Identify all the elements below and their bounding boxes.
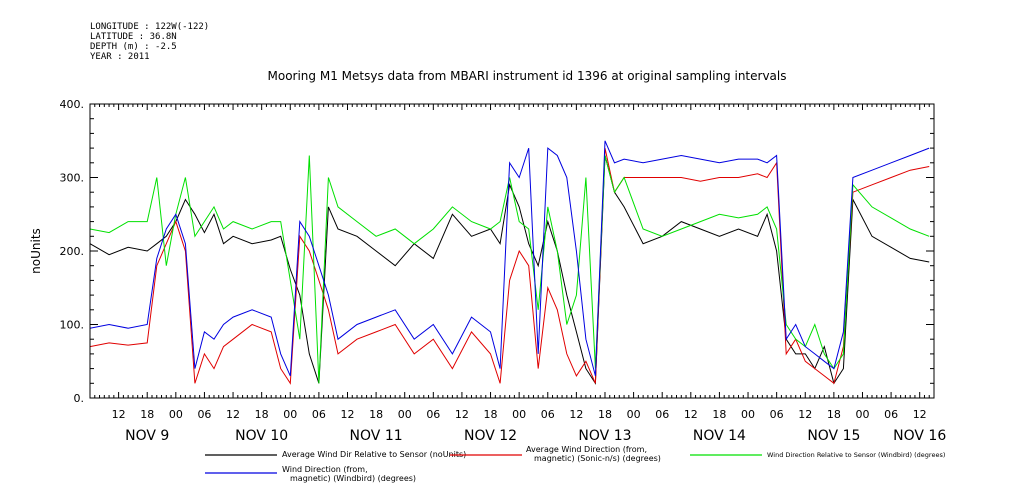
x-hour-label: 12 [913,408,927,421]
legend-label-2: Wind Direction Relative to Sensor (Windb… [767,451,945,459]
x-hour-label: 06 [655,408,669,421]
legend-label-3: Wind Direction (from, magnetic) (Windbird… [282,465,416,483]
y-tick-label: 300. [60,172,85,185]
x-hour-label: 00 [398,408,412,421]
x-day-label: NOV 9 [125,428,169,444]
metadata-block: LONGITUDE : 122W(-122) LATITUDE : 36.8N … [90,22,209,62]
y-tick-label: 200. [60,245,85,258]
x-hour-label: 00 [283,408,297,421]
x-hour-label: 12 [684,408,698,421]
x-hour-label: 12 [798,408,812,421]
x-hour-label: 18 [140,408,154,421]
x-hour-label: 00 [512,408,526,421]
x-hour-label: 18 [255,408,269,421]
x-hour-label: 06 [541,408,555,421]
y-tick-label: 0. [74,392,85,405]
series-line-3 [89,140,930,377]
x-day-label: NOV 14 [693,428,746,444]
x-hour-label: 18 [598,408,612,421]
x-hour-label: 06 [312,408,326,421]
plot-frame [89,103,935,399]
x-hour-label: 00 [169,408,183,421]
series-line-0 [89,155,930,385]
x-hour-label: 00 [855,408,869,421]
x-day-label: NOV 11 [350,428,403,444]
x-day-label: NOV 12 [464,428,517,444]
x-hour-label: 12 [226,408,240,421]
x-hour-label: 00 [627,408,641,421]
legend-label-0: Average Wind Dir Relative to Sensor (noU… [282,450,466,459]
depth-text: DEPTH (m) : -2.5 [90,42,177,52]
y-tick-label: 400. [60,98,85,111]
y-tick-label: 100. [60,319,85,332]
x-day-label: NOV 13 [578,428,631,444]
x-day-label: NOV 10 [235,428,288,444]
x-hour-label: 06 [197,408,211,421]
x-hour-label: 12 [340,408,354,421]
x-day-label: NOV 15 [807,428,860,444]
x-hour-label: 06 [884,408,898,421]
year-text: YEAR : 2011 [90,52,150,62]
x-hour-label: 18 [484,408,498,421]
x-hour-label: 18 [712,408,726,421]
x-hour-label: 12 [569,408,583,421]
x-hour-label: 18 [827,408,841,421]
x-hour-label: 18 [369,408,383,421]
x-hour-label: 06 [770,408,784,421]
x-hour-label: 00 [741,408,755,421]
x-hour-label: 12 [112,408,126,421]
x-day-label: NOV 16 [893,428,946,444]
legend-label-1: Average Wind Direction (from, magnetic) (… [526,445,661,463]
longitude-text: LONGITUDE : 122W(-122) [90,22,210,32]
y-axis-label: noUnits [29,228,43,274]
x-hour-label: 06 [426,408,440,421]
latitude-text: LATITUDE : 36.8N [90,32,177,42]
x-hour-label: 12 [455,408,469,421]
chart-title: Mooring M1 Metsys data from MBARI instru… [268,69,787,83]
series-line-1 [89,147,930,385]
series-line-2 [89,155,930,384]
